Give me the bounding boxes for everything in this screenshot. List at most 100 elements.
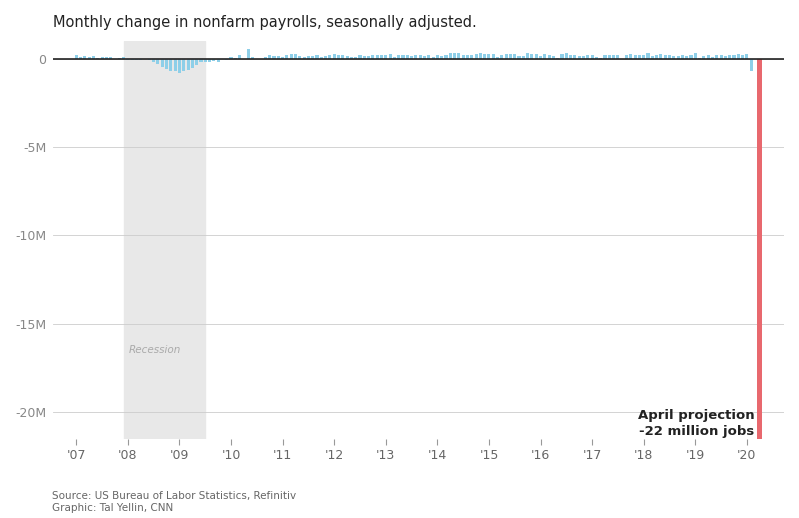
Bar	[139, 59, 142, 60]
Bar	[681, 54, 684, 59]
Bar	[234, 58, 237, 59]
Bar	[690, 55, 693, 59]
Bar	[616, 55, 619, 59]
Bar	[698, 57, 701, 59]
Bar	[526, 53, 529, 59]
Bar	[285, 55, 288, 59]
Text: April projection
-22 million jobs: April projection -22 million jobs	[638, 409, 754, 438]
Bar	[124, 41, 205, 439]
Bar	[518, 55, 521, 59]
Bar	[406, 55, 409, 59]
Bar	[316, 55, 319, 59]
Bar	[79, 57, 82, 59]
Bar	[419, 55, 422, 59]
Bar	[444, 55, 447, 59]
Bar	[135, 59, 138, 60]
Bar	[483, 54, 487, 59]
Bar	[724, 55, 727, 59]
Bar	[711, 57, 714, 59]
Bar	[363, 56, 366, 59]
Bar	[109, 56, 112, 59]
Bar	[745, 54, 749, 59]
Bar	[328, 55, 332, 59]
Bar	[251, 57, 254, 59]
Bar	[376, 55, 379, 59]
Bar	[173, 59, 177, 70]
Bar	[552, 56, 555, 59]
Bar	[728, 55, 731, 59]
Bar	[496, 57, 499, 59]
Bar	[594, 57, 598, 59]
Bar	[578, 56, 581, 59]
Bar	[92, 56, 95, 59]
Bar	[431, 57, 435, 59]
Bar	[157, 59, 160, 64]
Bar	[560, 54, 563, 59]
Bar	[415, 55, 417, 59]
Bar	[388, 54, 392, 59]
Bar	[466, 55, 469, 59]
Bar	[531, 54, 534, 59]
Bar	[737, 54, 740, 59]
Bar	[281, 57, 284, 59]
Bar	[677, 56, 680, 59]
Bar	[659, 54, 662, 59]
Bar	[574, 55, 577, 59]
Bar	[165, 59, 168, 69]
Bar	[126, 59, 129, 60]
Bar	[547, 54, 551, 59]
Bar	[603, 55, 606, 59]
Bar	[101, 57, 104, 59]
Bar	[75, 55, 78, 59]
Bar	[178, 59, 181, 73]
Bar	[268, 55, 272, 59]
Bar	[260, 59, 263, 60]
Bar	[720, 55, 722, 59]
Bar	[148, 59, 151, 60]
Bar	[638, 55, 641, 59]
Bar	[384, 55, 388, 59]
Bar	[320, 56, 323, 59]
Bar	[565, 53, 568, 59]
Bar	[449, 53, 451, 59]
Bar	[341, 54, 344, 59]
Bar	[694, 53, 697, 59]
Bar	[634, 55, 637, 59]
Bar	[152, 59, 155, 63]
Bar	[276, 56, 280, 59]
Bar	[608, 55, 611, 59]
Bar	[225, 59, 229, 60]
Bar	[741, 55, 744, 59]
Text: Source: US Bureau of Labor Statistics, Refinitiv
Graphic: Tal Yellin, CNN: Source: US Bureau of Labor Statistics, R…	[52, 491, 296, 513]
Bar	[556, 58, 559, 59]
Bar	[487, 54, 491, 59]
Bar	[264, 57, 267, 59]
Bar	[706, 54, 710, 59]
Bar	[372, 55, 375, 59]
Bar	[650, 55, 654, 59]
Bar	[471, 55, 473, 59]
Bar	[122, 57, 125, 59]
Bar	[462, 54, 465, 59]
Bar	[733, 55, 736, 59]
Bar	[646, 53, 650, 59]
Bar	[582, 56, 585, 59]
Bar	[569, 55, 572, 59]
Bar	[272, 56, 276, 59]
Bar	[191, 59, 194, 68]
Text: Recession: Recession	[129, 345, 181, 355]
Bar	[535, 54, 538, 59]
Bar	[509, 54, 512, 59]
Bar	[83, 56, 86, 59]
Bar	[354, 57, 357, 59]
Bar	[702, 55, 706, 59]
Bar	[345, 56, 348, 59]
Bar	[195, 59, 198, 65]
Bar	[130, 59, 133, 60]
Bar	[182, 59, 185, 71]
Bar	[423, 56, 426, 59]
Bar	[294, 54, 297, 59]
Bar	[630, 54, 632, 59]
Bar	[664, 55, 666, 59]
Bar	[457, 53, 460, 59]
